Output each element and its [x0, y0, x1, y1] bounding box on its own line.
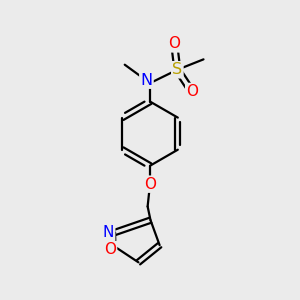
Text: N: N [103, 225, 114, 240]
Text: O: O [144, 177, 156, 192]
Text: S: S [172, 62, 182, 77]
Text: O: O [168, 36, 180, 51]
Text: O: O [104, 242, 116, 257]
Text: O: O [186, 84, 198, 99]
Text: N: N [140, 73, 152, 88]
